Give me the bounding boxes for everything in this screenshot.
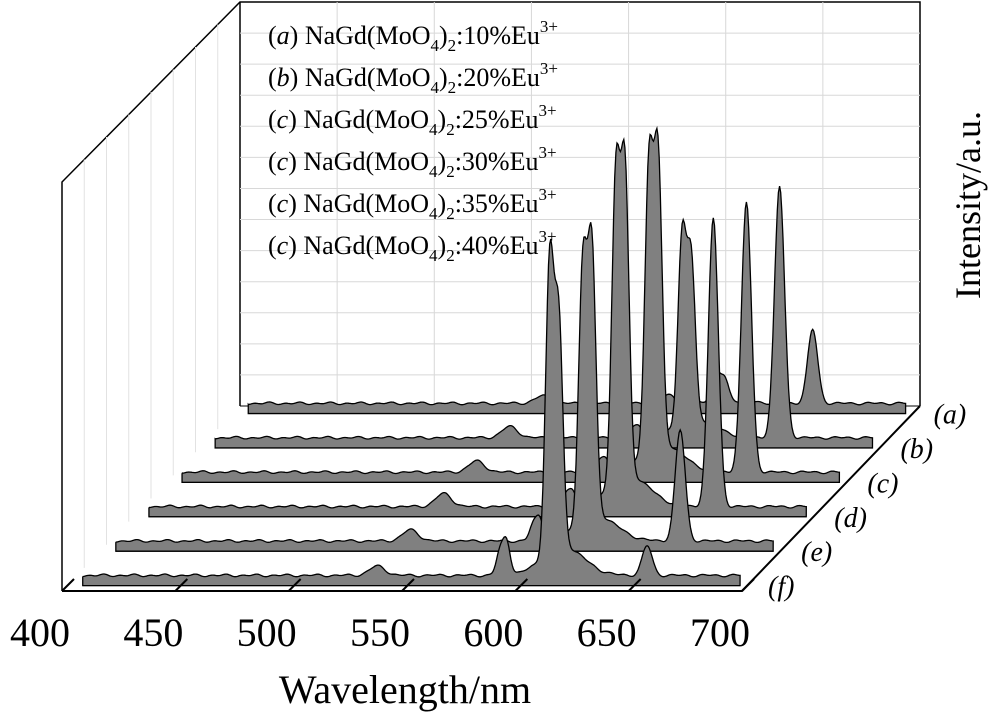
- spectrum-c: [181, 125, 841, 484]
- legend-entry: (b) NaGd(MoO4)2:20%Eu3+: [268, 59, 558, 97]
- x-tick-label: 550: [350, 610, 410, 655]
- x-tick-label: 400: [10, 610, 70, 655]
- x-tick-label: 450: [123, 610, 183, 655]
- spectra: [82, 125, 907, 587]
- depth-label-c: (c): [867, 468, 898, 499]
- x-tick: [174, 578, 189, 592]
- x-tick: [61, 578, 75, 592]
- legend-entry: (c) NaGd(MoO4)2:40%Eu3+: [268, 227, 557, 265]
- x-tick-label: 600: [463, 610, 523, 655]
- y-axis-title: Intensity/a.u.: [948, 111, 988, 299]
- depth-label-b: (b): [900, 434, 933, 465]
- x-tick: [401, 578, 415, 592]
- spectrum-f: [82, 238, 741, 587]
- legend-entry: (a) NaGd(MoO4)2:10%Eu3+: [268, 17, 558, 55]
- legend-entry: (c) NaGd(MoO4)2:35%Eu3+: [268, 185, 557, 223]
- x-tick-label: 650: [577, 610, 637, 655]
- depth-label-a: (a): [934, 400, 967, 431]
- legend-entry: (c) NaGd(MoO4)2:30%Eu3+: [268, 143, 557, 181]
- x-tick: [287, 578, 302, 592]
- legend-entry: (c) NaGd(MoO4)2:25%Eu3+: [268, 101, 557, 139]
- depth-label-f: (f): [768, 572, 794, 603]
- back-wall-grid: [83, 2, 920, 568]
- spectrum-a: [247, 328, 907, 415]
- x-tick: [514, 578, 529, 592]
- x-tick: [741, 578, 755, 592]
- x-axis-title: Wavelength/nm: [279, 667, 531, 712]
- depth-label-e: (e): [801, 537, 832, 568]
- depth-label-d: (d): [834, 503, 867, 534]
- x-tick: [627, 578, 642, 592]
- legend: (a) NaGd(MoO4)2:10%Eu3+ (b) NaGd(MoO4)2:2…: [268, 17, 558, 265]
- x-tick-label: 500: [237, 610, 297, 655]
- spectrum-e: [115, 222, 774, 552]
- depth-labels: (a)(b)(c)(d)(e) (f): [768, 400, 966, 603]
- spectrum-d: [148, 137, 807, 518]
- x-tick-label: 700: [690, 610, 750, 655]
- x-axis: 400 450 500 550 600 650 700: [10, 578, 755, 655]
